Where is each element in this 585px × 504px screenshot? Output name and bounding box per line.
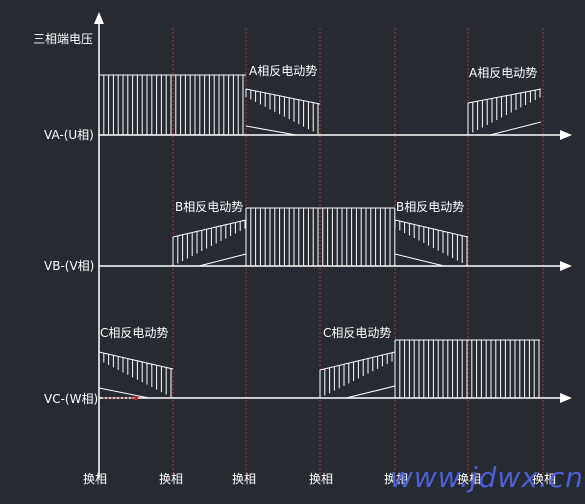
emf-b-1 — [172, 219, 247, 267]
pwm-vb-1 — [245, 207, 396, 266]
emf-label-a-1: A相反电动势 — [249, 64, 318, 78]
pwm-vc-1 — [394, 339, 540, 398]
row-label-va: VA-(U相) — [44, 128, 94, 142]
emf-label-c-1: C相反电动势 — [100, 326, 169, 340]
commutation-label: 换相 — [532, 472, 557, 486]
emf-a-1 — [245, 88, 321, 136]
pwm-va-1 — [98, 74, 246, 135]
emf-label-b-1: B相反电动势 — [175, 200, 244, 214]
baseline-arrow-vb — [560, 261, 572, 271]
commutation-label: 换相 — [384, 472, 409, 486]
y-axis-title: 三相端电压 — [33, 32, 94, 46]
baseline-arrow-vc — [560, 393, 572, 403]
commutation-label: 换相 — [232, 472, 257, 486]
emf-label-a-2: A相反电动势 — [469, 66, 538, 80]
row-label-vc: VC-(W相) — [44, 392, 99, 406]
emf-b-2 — [394, 219, 469, 267]
vc-marker-dot — [133, 395, 139, 401]
emf-c-1 — [98, 351, 174, 399]
commutation-label: 换相 — [159, 472, 184, 486]
emf-a-2 — [467, 88, 542, 136]
commutation-label: 换相 — [457, 472, 482, 486]
commutation-label: 换相 — [83, 472, 108, 486]
commutation-label: 换相 — [309, 472, 334, 486]
emf-label-c-2: C相反电动势 — [323, 326, 392, 340]
y-axis-arrow — [94, 12, 104, 24]
row-label-vb: VB-(V相) — [44, 259, 95, 273]
emf-label-b-2: B相反电动势 — [396, 200, 465, 214]
emf-c-2 — [319, 351, 396, 399]
baseline-arrow-va — [560, 130, 572, 140]
watermark: www.jdwx.cn — [390, 461, 584, 494]
